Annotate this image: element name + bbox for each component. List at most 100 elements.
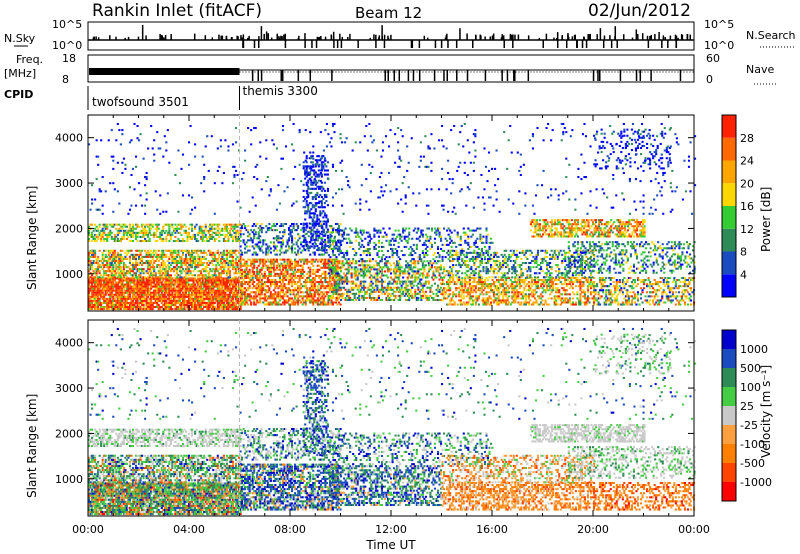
power-cell: [213, 301, 216, 304]
power-cell: [125, 270, 128, 273]
power-cell: [100, 306, 103, 309]
power-cell: [128, 297, 132, 300]
freq-tick: [650, 70, 652, 81]
power-cell: [266, 229, 269, 232]
power-cell: [186, 237, 189, 240]
power-cell: [307, 274, 310, 277]
power-cell: [257, 287, 260, 290]
cpid-mode-themis: themis 3300: [243, 84, 318, 98]
power-cell: [115, 227, 118, 230]
power-cell: [109, 301, 112, 304]
power-cell: [183, 283, 186, 286]
power-cell: [215, 281, 218, 284]
power-cell: [125, 237, 128, 240]
power-cell: [180, 283, 183, 286]
power-cell: [218, 285, 221, 288]
power-cell: [286, 239, 289, 242]
power-cell: [200, 293, 203, 296]
power-cell: [192, 277, 195, 280]
power-cell: [177, 287, 180, 290]
power-cell: [228, 289, 232, 292]
power-cell: [151, 276, 154, 279]
power-cell: [191, 259, 194, 262]
power-cell: [268, 270, 271, 273]
power-cell: [313, 287, 316, 290]
power-cell: [234, 233, 238, 236]
noise-spike: [502, 35, 505, 40]
power-cell: [116, 262, 119, 265]
power-cell: [131, 231, 135, 234]
power-cell: [253, 299, 256, 302]
power-cell: [175, 289, 178, 292]
power-cell: [421, 288, 424, 291]
power-cell: [379, 270, 382, 273]
power-cell: [148, 251, 151, 254]
power-cell: [221, 279, 224, 282]
noise-dropout: [418, 40, 421, 48]
power-cell: [107, 289, 110, 292]
power-cell: [106, 225, 109, 228]
power-cell: [341, 276, 344, 279]
power-cell: [148, 283, 151, 286]
power-cell: [336, 245, 339, 248]
power-cell: [130, 268, 133, 271]
power-cell: [292, 281, 295, 284]
power-cell: [162, 268, 165, 271]
power-cell: [259, 285, 262, 288]
power-cell: [89, 306, 92, 309]
power-cell: [213, 277, 216, 280]
power-cell: [189, 303, 192, 307]
power-cell: [124, 299, 127, 302]
power-cell: [207, 301, 210, 304]
power-cell: [277, 272, 280, 275]
power-cell: [280, 291, 283, 294]
power-cell: [318, 283, 321, 286]
power-cell: [230, 253, 233, 256]
noise-spike: [316, 36, 319, 40]
power-cell: [113, 239, 116, 243]
power-cell: [175, 291, 178, 294]
power-cell: [144, 293, 147, 296]
power-cell: [277, 303, 280, 306]
power-cell: [234, 262, 238, 265]
power-cell: [184, 272, 188, 275]
power-cell: [95, 297, 98, 300]
power-cell: [400, 284, 403, 287]
power-cell: [259, 262, 262, 265]
power-cell: [144, 287, 147, 290]
power-cell: [259, 227, 262, 230]
power-cell: [406, 284, 409, 287]
power-cell: [239, 270, 242, 273]
power-cell: [260, 293, 263, 296]
power-cell: [141, 229, 144, 232]
power-cell: [116, 295, 119, 298]
power-cell: [128, 281, 132, 284]
power-cell: [94, 287, 97, 290]
power-cell: [112, 279, 115, 282]
power-cell: [298, 270, 301, 273]
power-cell: [150, 255, 153, 258]
power-cell: [297, 225, 300, 228]
power-cell: [380, 292, 384, 295]
power-cell: [225, 306, 228, 309]
power-cell: [218, 264, 221, 267]
power-cell: [186, 257, 189, 260]
power-cell: [131, 266, 135, 269]
power-cell: [417, 296, 420, 299]
power-cell: [247, 229, 250, 232]
power-cell: [281, 239, 285, 242]
power-cell: [233, 276, 236, 279]
power-cell: [321, 245, 324, 248]
power-cell: [113, 277, 116, 280]
power-cell: [189, 283, 192, 286]
nsky-label: N.Sky: [4, 32, 36, 45]
power-cell: [266, 268, 269, 271]
power-cell: [159, 295, 162, 298]
power-cell: [253, 235, 256, 238]
power-cell: [94, 268, 97, 271]
beam-title: Beam 12: [355, 4, 422, 22]
power-cell: [198, 229, 201, 232]
power-cell: [109, 229, 112, 232]
power-cell: [210, 287, 213, 290]
power-cell: [239, 303, 242, 306]
